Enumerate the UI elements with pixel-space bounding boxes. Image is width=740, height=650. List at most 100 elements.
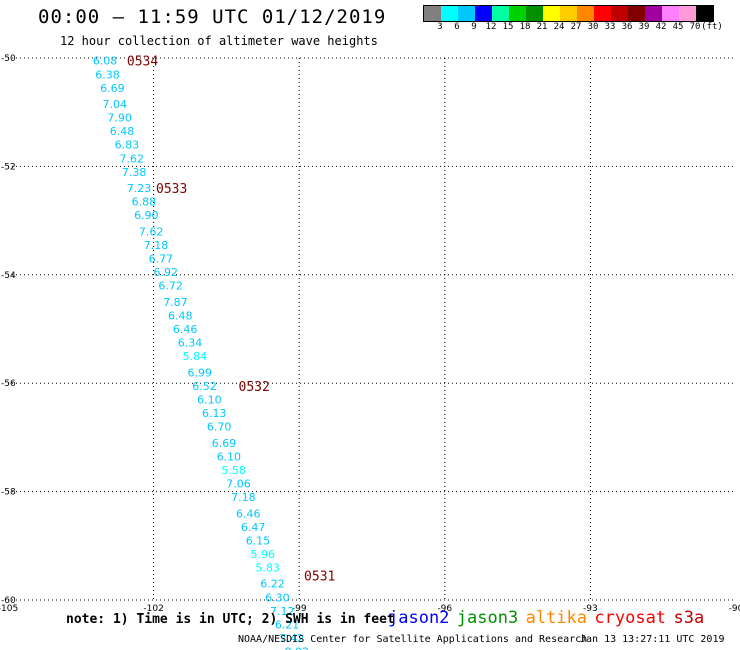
y-tick-label: -56 (1, 379, 16, 389)
x-tick-label: -102 (143, 604, 163, 614)
color-swatch (424, 6, 441, 21)
satellite-legend-item: altika (525, 608, 588, 628)
color-scale-bar (423, 5, 714, 22)
wave-height-value: 6.77 (149, 253, 174, 266)
chart-subtitle: 12 hour collection of altimeter wave hei… (60, 34, 378, 48)
credit-text: NOAA/NESDIS Center for Satellite Applica… (238, 634, 588, 645)
wave-height-value: 6.52 (192, 380, 217, 393)
wave-height-value: 6.92 (153, 266, 178, 279)
color-swatch (696, 6, 713, 21)
wave-height-value: 7.42 (280, 632, 305, 645)
time-label: 0531 (304, 570, 335, 585)
color-scale-tick-label: 9 (471, 22, 477, 32)
color-swatch (662, 6, 679, 21)
color-swatch (594, 6, 611, 21)
wave-height-value: 7.18 (231, 491, 256, 504)
wave-height-value: 6.69 (212, 437, 237, 450)
color-scale-tick-label: 15 (502, 22, 514, 32)
wave-height-value: 6.38 (95, 68, 120, 81)
color-scale-tick-label: 39 (638, 22, 650, 32)
x-tick-label: -99 (292, 604, 307, 614)
y-tick-label: -60 (1, 596, 16, 606)
color-swatch (526, 6, 543, 21)
time-label: 0534 (127, 55, 158, 70)
x-tick-label: -93 (583, 604, 598, 614)
wave-height-value: 6.72 (158, 280, 183, 293)
color-swatch (628, 6, 645, 21)
wave-height-value: 6.47 (241, 521, 266, 534)
wave-height-value: 7.12 (270, 605, 295, 618)
wave-height-value: 7.62 (139, 225, 164, 238)
color-scale-tick-label: 12 (485, 22, 497, 32)
color-scale-tick-label: 27 (570, 22, 582, 32)
color-swatch (611, 6, 628, 21)
wave-height-value: 7.04 (103, 98, 128, 111)
wave-height-value: 6.30 (265, 591, 290, 604)
x-tick-label: -105 (0, 604, 18, 614)
wave-height-value: 6.13 (202, 407, 227, 420)
wave-height-value: 6.15 (246, 534, 271, 547)
wave-height-value: 6.48 (110, 125, 135, 138)
time-label: 0533 (156, 182, 187, 197)
wave-height-value: 5.84 (183, 350, 208, 363)
color-swatch (560, 6, 577, 21)
color-swatch (492, 6, 509, 21)
wave-height-value: 7.38 (122, 166, 147, 179)
color-scale-tick-label: (ft) (701, 22, 723, 32)
color-scale-tick-label: 3 (437, 22, 443, 32)
color-scale-tick-label: 21 (536, 22, 548, 32)
generated-timestamp: Jan 13 13:27:11 UTC 2019 (580, 634, 725, 645)
y-tick-label: -58 (1, 488, 16, 498)
color-scale-tick-label: 30 (587, 22, 599, 32)
color-scale-tick-label: 45 (672, 22, 684, 32)
wave-height-value: 8.02 (285, 645, 310, 650)
color-scale-tick-label: 33 (604, 22, 616, 32)
color-scale-tick-label: 6 (454, 22, 460, 32)
chart-title: 00:00 – 11:59 UTC 01/12/2019 (38, 6, 387, 28)
wave-height-value: 6.22 (260, 578, 285, 591)
wave-height-value: 6.46 (173, 323, 198, 336)
color-swatch (441, 6, 458, 21)
wave-height-value: 6.90 (134, 209, 159, 222)
y-tick-label: -54 (1, 271, 16, 281)
satellite-legend-item: jason2 (388, 608, 450, 628)
color-swatch (679, 6, 696, 21)
satellite-legend-item: cryosat (594, 608, 667, 628)
wave-height-value: 6.69 (100, 82, 125, 95)
color-swatch (475, 6, 492, 21)
wave-height-value: 7.90 (107, 112, 132, 125)
wave-height-value: 6.10 (197, 393, 222, 406)
wave-height-value: 5.83 (255, 561, 280, 574)
wave-height-value: 6.88 (132, 196, 157, 209)
time-label: 0532 (239, 380, 270, 395)
color-scale-tick-label: 36 (621, 22, 633, 32)
satellite-legend-item: jason3 (456, 608, 519, 628)
wave-height-value: 6.34 (178, 337, 203, 350)
color-swatch (509, 6, 526, 21)
wave-height-value: 5.96 (251, 548, 276, 561)
color-scale-tick-label: 70 (689, 22, 701, 32)
wave-height-value: 6.83 (115, 139, 140, 152)
color-swatch (543, 6, 560, 21)
wave-height-value: 6.21 (275, 618, 300, 631)
color-scale-tick-label: 18 (519, 22, 531, 32)
color-scale-tick-label: 42 (655, 22, 667, 32)
color-swatch (577, 6, 594, 21)
wave-height-value: 7.62 (120, 152, 145, 165)
wave-height-value: 6.46 (236, 507, 261, 520)
wave-height-value: 7.18 (144, 239, 169, 252)
footer-note: note: 1) Time is in UTC; 2) SWH is in fe… (66, 612, 395, 627)
wave-height-value: 7.23 (127, 182, 152, 195)
wave-height-value: 7.87 (163, 296, 188, 309)
wave-height-value: 6.70 (207, 421, 232, 434)
wave-height-value: 6.10 (217, 450, 242, 463)
y-tick-label: -50 (1, 54, 16, 64)
wave-height-value: 6.08 (93, 55, 118, 68)
wave-height-value: 6.48 (168, 309, 193, 322)
x-tick-label: -90 (729, 604, 740, 614)
color-scale-tick-label: 24 (553, 22, 565, 32)
wave-height-value: 6.99 (187, 366, 212, 379)
satellite-legend-item: s3a (673, 608, 705, 628)
color-swatch (645, 6, 662, 21)
